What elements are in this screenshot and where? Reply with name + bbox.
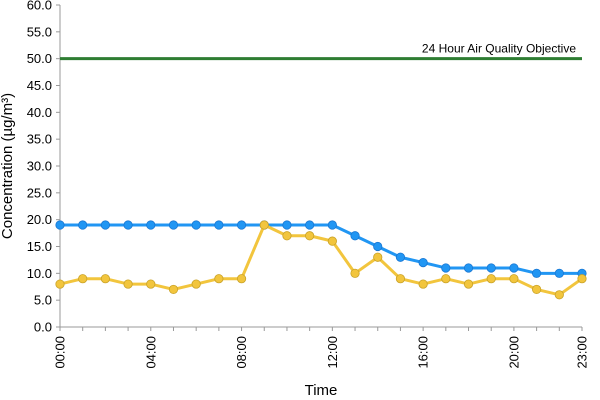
data-point: [55, 220, 65, 230]
data-point: [282, 220, 292, 230]
x-tick-label: 23:00: [575, 336, 590, 369]
series-line: [59, 223, 583, 297]
data-point: [463, 279, 474, 289]
y-tick-label: 20.0: [27, 212, 52, 227]
y-tick-label: 25.0: [27, 185, 52, 200]
data-point: [486, 274, 496, 284]
series-2: [55, 220, 587, 300]
data-point: [350, 231, 360, 241]
y-tick-label: 10.0: [27, 266, 52, 281]
data-point: [509, 274, 519, 284]
data-point: [282, 231, 292, 241]
data-point: [554, 268, 564, 278]
data-point: [350, 268, 360, 278]
series-line: [60, 223, 582, 275]
data-point: [123, 220, 133, 230]
y-tick-label: 50.0: [27, 51, 52, 66]
data-point: [441, 263, 451, 273]
y-tick-label: 40.0: [27, 105, 52, 120]
data-point: [327, 220, 337, 230]
x-tick-label: 08:00: [234, 336, 249, 369]
x-tick-label: 00:00: [53, 336, 68, 369]
y-axis-title: Concentration (µg/m³): [0, 93, 16, 239]
data-point: [259, 220, 269, 230]
data-point: [100, 274, 110, 284]
data-point: [532, 284, 542, 295]
data-point: [168, 220, 179, 230]
air-quality-objective-label: 24 Hour Air Quality Objective: [422, 42, 576, 56]
y-tick-label: 15.0: [27, 239, 52, 254]
data-point: [373, 241, 383, 252]
y-tick-label: 0.0: [34, 320, 52, 335]
data-point: [100, 220, 110, 230]
data-point: [168, 284, 179, 295]
data-point: [373, 252, 383, 262]
y-tick-label: 45.0: [27, 78, 52, 93]
data-point: [191, 279, 201, 289]
data-point: [214, 274, 224, 284]
y-tick-label: 55.0: [27, 24, 52, 39]
data-point: [441, 274, 451, 284]
data-point: [577, 274, 587, 284]
data-point: [486, 263, 496, 273]
x-tick-label: 04:00: [143, 336, 158, 369]
data-point: [123, 279, 133, 289]
data-point: [146, 220, 156, 230]
data-point: [236, 274, 247, 284]
x-tick-label: 12:00: [325, 336, 340, 369]
series-1: [55, 220, 587, 278]
data-point: [395, 274, 406, 284]
x-axis-ticks: 00:00 04:00 08:00 12:00 16:00 20:00 23:00: [53, 327, 590, 369]
y-tick-label: 5.0: [34, 293, 52, 308]
data-point: [418, 279, 428, 289]
data-point: [418, 257, 428, 268]
data-point: [55, 279, 65, 289]
data-point: [509, 263, 519, 273]
y-tick-label: 60.0: [27, 0, 52, 13]
x-tick-label: 16:00: [416, 336, 431, 369]
data-point: [236, 220, 247, 230]
data-point: [191, 220, 201, 230]
data-point: [327, 236, 337, 246]
data-point: [214, 220, 224, 230]
y-axis-ticks: 0.0 5.0 10.0 15.0 20.0 25.0 30.0 35.0 40.0 45.0 50…: [27, 0, 60, 335]
data-point: [532, 268, 542, 278]
data-point: [305, 231, 315, 241]
x-tick-label: 20:00: [506, 336, 521, 369]
data-point: [78, 220, 88, 230]
data-point: [554, 290, 564, 300]
data-point: [146, 279, 156, 289]
y-tick-label: 35.0: [27, 132, 52, 147]
x-axis-title: Time: [305, 382, 338, 399]
data-point: [463, 263, 474, 273]
data-point: [305, 220, 315, 230]
y-tick-label: 30.0: [27, 159, 52, 174]
series-layer: [55, 220, 587, 300]
data-point: [78, 274, 88, 284]
data-point: [395, 252, 406, 262]
